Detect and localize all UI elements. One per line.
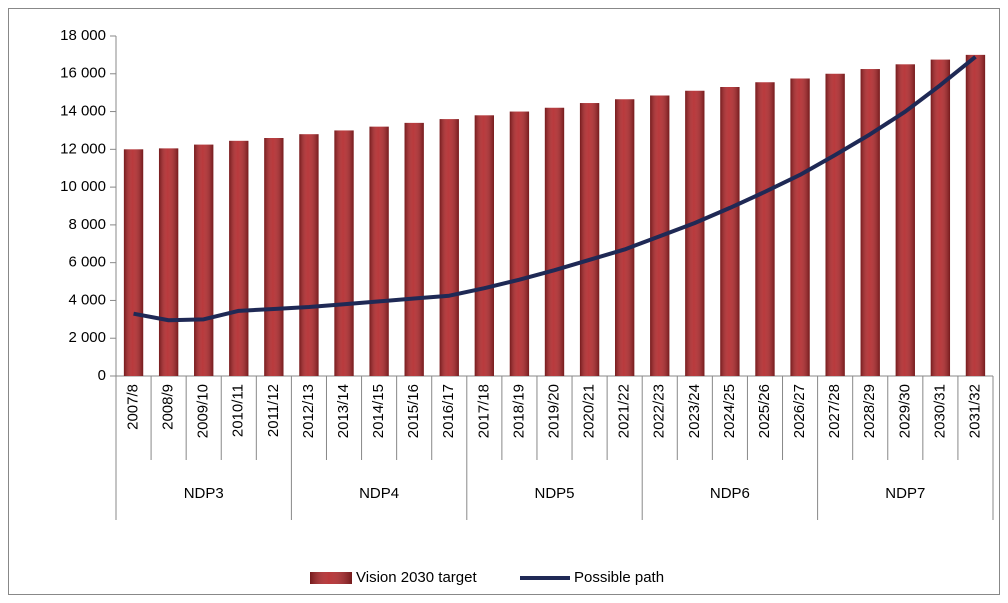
- group-label: NDP7: [885, 485, 925, 502]
- x-tick-label: 2010/11: [230, 384, 247, 437]
- x-tick-label: 2014/15: [370, 384, 387, 438]
- bar-shade: [474, 115, 494, 376]
- x-tick-label: 2025/26: [756, 384, 773, 438]
- bar-shade: [404, 122, 424, 376]
- x-tick-label: 2013/14: [335, 384, 352, 438]
- y-tick-label: 4 000: [68, 291, 106, 308]
- x-tick-label: 2027/28: [826, 384, 843, 438]
- bar-shade: [509, 111, 530, 377]
- x-tick-label: 2028/29: [861, 384, 878, 438]
- bar-shade: [158, 148, 179, 376]
- x-tick-label: 2016/17: [440, 384, 457, 438]
- bar-shade: [895, 64, 915, 376]
- bar-shade: [229, 140, 249, 376]
- bar-shade: [334, 130, 354, 376]
- y-tick-label: 8 000: [68, 216, 106, 233]
- x-tick-label: 2011/12: [265, 384, 282, 437]
- bar-shade: [930, 59, 951, 376]
- bar-shade: [720, 87, 740, 376]
- x-tick-label: 2015/16: [405, 384, 422, 438]
- x-tick-label: 2026/27: [791, 384, 808, 438]
- bar-shade: [264, 138, 284, 376]
- x-tick-label: 2018/19: [510, 384, 527, 438]
- bar-shade: [299, 134, 319, 376]
- bar-shade: [790, 78, 810, 376]
- x-tick-label: 2022/23: [651, 384, 668, 438]
- x-tick-label: 2024/25: [721, 384, 738, 438]
- bar-shade: [965, 54, 986, 377]
- bar-shade: [369, 126, 389, 377]
- x-tick-label: 2031/32: [966, 384, 983, 438]
- chart-border: [8, 8, 1000, 595]
- bar-shade: [194, 144, 214, 376]
- bar-shade: [685, 90, 705, 377]
- x-tick-label: 2019/20: [545, 384, 562, 438]
- group-label: NDP3: [184, 485, 224, 502]
- line: [133, 55, 977, 323]
- x-tick-label: 2009/10: [195, 384, 212, 438]
- bar-shade: [825, 73, 845, 377]
- y-tick-label: 2 000: [68, 329, 106, 346]
- x-tick-label: 2021/22: [616, 384, 633, 438]
- y-tick-label: 14 000: [60, 103, 106, 120]
- bar-shade: [439, 119, 459, 376]
- y-tick-label: 10 000: [60, 178, 106, 195]
- y-tick-label: 16 000: [60, 65, 106, 82]
- bar-shade: [615, 99, 635, 377]
- group-label: NDP6: [710, 485, 750, 502]
- legend-label: Possible path: [574, 569, 664, 586]
- legend-label: Vision 2030 target: [356, 569, 477, 586]
- x-tick-label: 2017/18: [475, 384, 492, 438]
- y-tick-label: 0: [98, 367, 106, 384]
- bar-shade: [579, 103, 600, 377]
- bar-shade: [755, 82, 775, 377]
- bar-shade: [860, 69, 880, 377]
- x-tick-label: 2007/8: [125, 384, 142, 430]
- bar-shade: [123, 149, 144, 376]
- group-label: NDP5: [534, 485, 574, 502]
- x-tick-label: 2008/9: [160, 384, 177, 430]
- bar-shade: [544, 107, 565, 377]
- x-tick-label: 2030/31: [931, 384, 948, 438]
- y-tick-label: 6 000: [68, 254, 106, 271]
- y-tick-label: 12 000: [60, 140, 106, 157]
- x-tick-label: 2020/21: [581, 384, 598, 438]
- x-tick-label: 2029/30: [896, 384, 913, 438]
- y-tick-label: 18 000: [60, 27, 106, 44]
- x-tick-label: 2012/13: [300, 384, 317, 438]
- legend-swatch-shade: [310, 572, 352, 584]
- x-tick-label: 2023/24: [686, 384, 703, 438]
- group-label: NDP4: [359, 485, 399, 502]
